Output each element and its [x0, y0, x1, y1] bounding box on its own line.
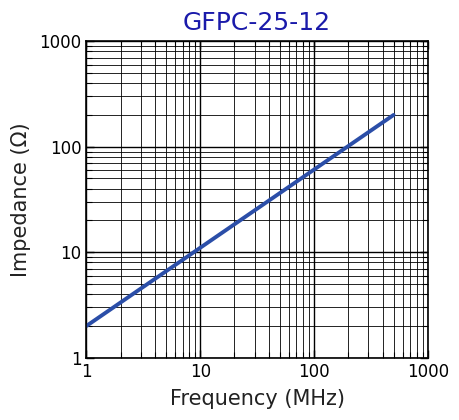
Y-axis label: Impedance (Ω): Impedance (Ω) — [11, 122, 31, 277]
Title: GFPC-25-12: GFPC-25-12 — [183, 11, 330, 35]
X-axis label: Frequency (MHz): Frequency (MHz) — [169, 389, 344, 409]
